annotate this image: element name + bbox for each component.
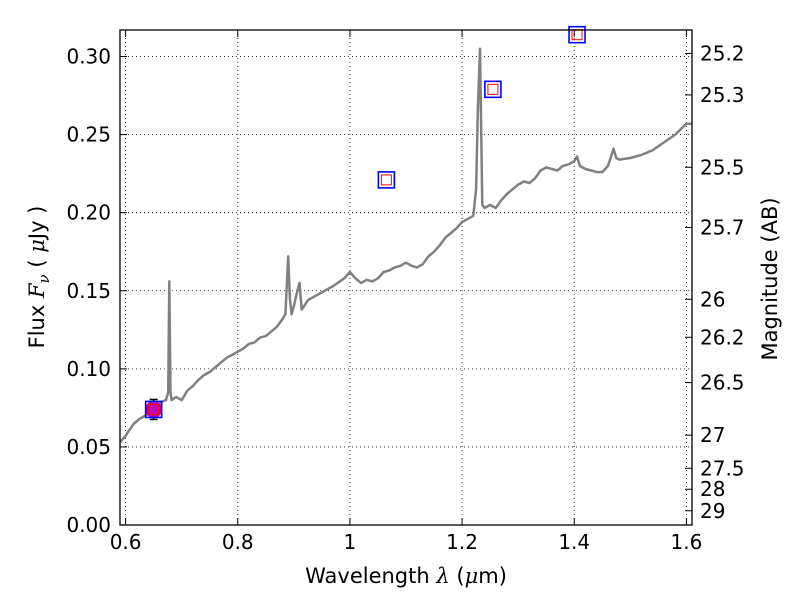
right-tick-label: 28 — [700, 477, 725, 501]
model-band-box — [484, 80, 502, 99]
right-tick-label: 27.5 — [700, 456, 745, 480]
photometry-points — [144, 25, 586, 421]
model-band-point — [148, 403, 160, 415]
spectrum-line — [119, 47, 692, 444]
right-tick-label: 25.2 — [700, 41, 745, 65]
right-tick-label: 25.7 — [700, 215, 745, 239]
x-tick-label: 0.8 — [222, 530, 254, 554]
y-tick-label: 0.10 — [66, 357, 111, 381]
plot-frame — [119, 29, 693, 526]
right-tick-label: 27 — [700, 423, 725, 447]
tick-labels: 0.6 0.8 1 1.2 1.4 1.6 0.00 0.05 0.10 0.15 0.20 0.25… — [66, 41, 744, 554]
right-tick-label: 25.5 — [700, 155, 745, 179]
x-tick-label: 1 — [344, 530, 357, 554]
spectrum-series — [119, 47, 692, 444]
grid — [120, 30, 692, 526]
y-tick-label: 0.15 — [66, 279, 111, 303]
model-band-point — [380, 174, 392, 186]
right-tick-label: 26.2 — [700, 325, 745, 349]
x-tick-label: 1.2 — [446, 530, 478, 554]
y-tick-label: 0.00 — [66, 513, 111, 537]
model-band-box — [144, 400, 163, 419]
y-axis-title: Flux Fν ( μJy ) — [25, 206, 53, 349]
model-band-point — [571, 29, 583, 41]
y-tick-label: 0.30 — [66, 45, 111, 69]
axis-ticks — [120, 30, 692, 526]
x-tick-label: 0.6 — [110, 530, 142, 554]
model-band-box — [377, 171, 396, 189]
x-tick-label: 1.4 — [558, 530, 590, 554]
y-tick-label: 0.05 — [66, 435, 111, 459]
observed-point — [145, 400, 163, 418]
y-tick-label: 0.20 — [66, 201, 111, 225]
right-tick-label: 26 — [700, 287, 725, 311]
right-tick-label: 25.3 — [700, 83, 745, 107]
right-axis-title: Magnitude (AB) — [758, 197, 782, 360]
x-axis-title: Wavelength λ (μm) — [305, 564, 507, 588]
model-band-point — [487, 83, 499, 95]
right-tick-label: 26.5 — [700, 371, 745, 395]
right-tick-label: 29 — [700, 499, 725, 523]
x-tick-label: 1.6 — [670, 530, 702, 554]
y-tick-label: 0.25 — [66, 123, 111, 147]
model-band-box — [568, 25, 586, 44]
